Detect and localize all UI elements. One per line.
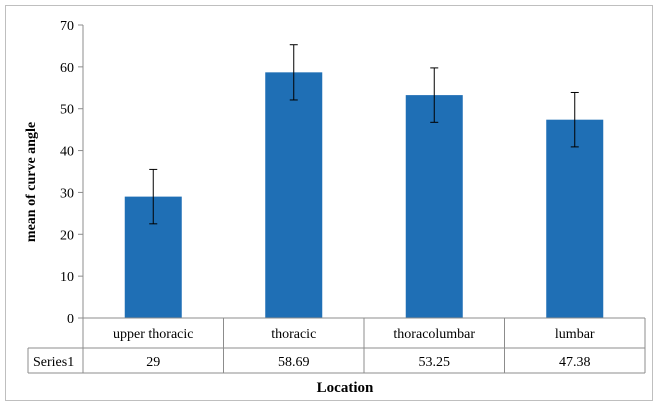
y-tick-label: 10 [60, 270, 74, 285]
x-category-label: upper thoracic [113, 327, 193, 342]
bar [405, 95, 463, 318]
y-tick-label: 0 [67, 312, 74, 327]
y-tick-label: 30 [60, 186, 74, 201]
x-axis-label: Location [317, 380, 374, 396]
y-tick-label: 70 [60, 19, 74, 34]
x-category-label: lumbar [555, 327, 595, 342]
table-row-label: Series1 [33, 355, 74, 370]
y-tick-label: 20 [60, 228, 74, 243]
y-axis-label: mean of curve angle [24, 122, 39, 242]
bar [546, 119, 604, 319]
table-value: 29 [146, 355, 160, 370]
error-bars [149, 44, 579, 225]
chart-frame [5, 5, 653, 401]
x-category-label: thoracolumbar [393, 327, 475, 342]
bars [124, 72, 604, 319]
table-value: 53.25 [419, 355, 451, 370]
x-category-label: thoracic [271, 327, 316, 342]
table-value: 58.69 [278, 355, 310, 370]
table-value: 47.38 [559, 355, 591, 370]
y-tick-label: 60 [60, 61, 74, 76]
y-tick-label: 40 [60, 145, 74, 160]
data-table: upper thoracic thoracic thoracolumbar lumba… [27, 317, 646, 374]
bar [265, 72, 323, 319]
y-axis: 0 10 20 30 40 50 60 70 [60, 19, 84, 327]
y-tick-label: 50 [60, 103, 74, 118]
